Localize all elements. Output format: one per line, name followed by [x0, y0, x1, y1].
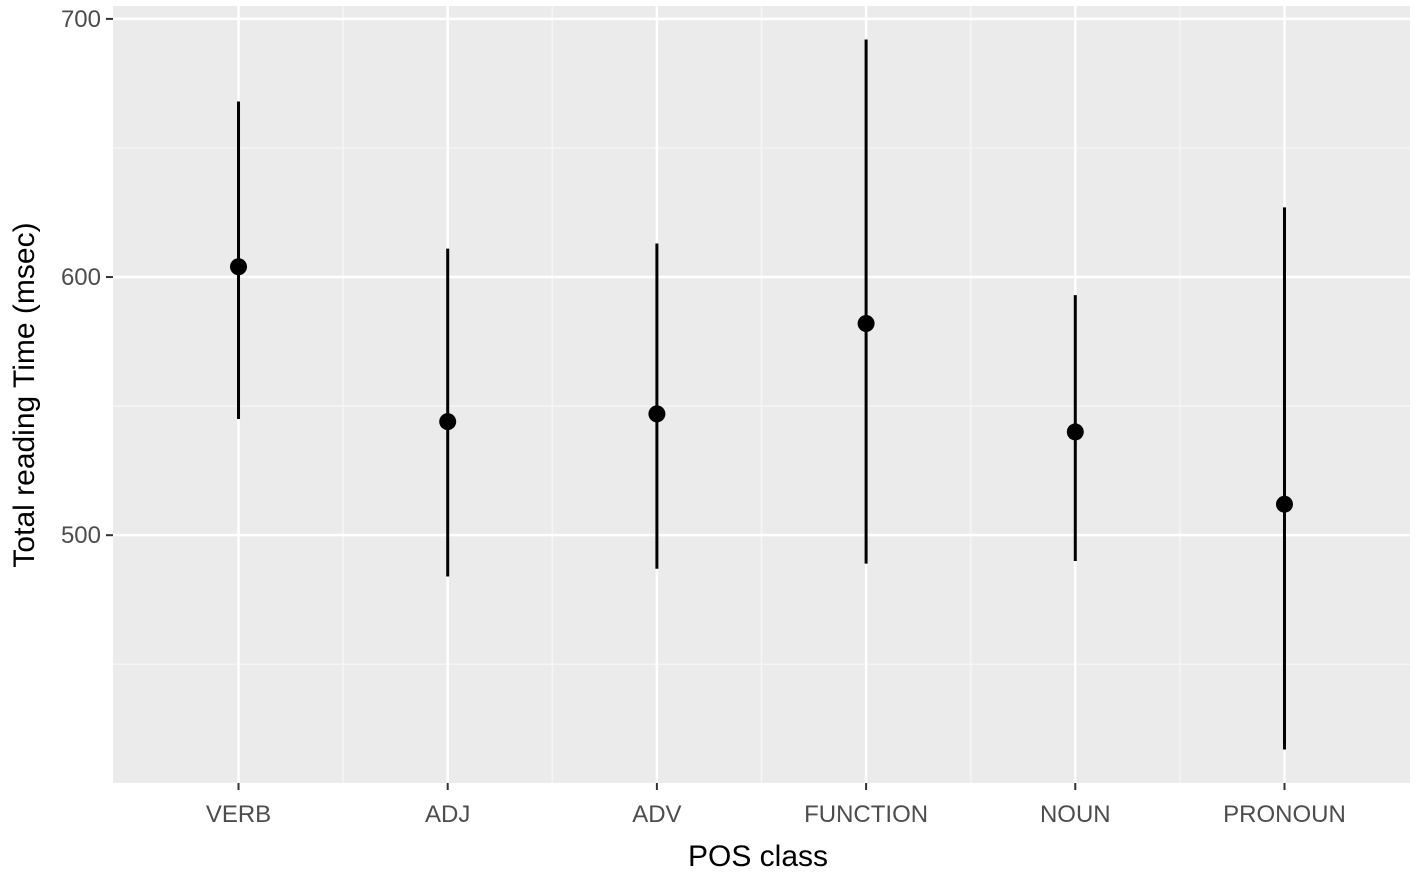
y-tick-labels: 500 600 700	[61, 6, 101, 549]
point-adj	[439, 413, 457, 431]
x-tick-labels: VERB ADJ ADV FUNCTION NOUN PRONOUN	[206, 801, 1346, 828]
x-tick-label-verb: VERB	[206, 801, 271, 828]
point-pronoun	[1275, 495, 1293, 513]
point-adv	[648, 405, 666, 423]
y-tick-label: 600	[61, 264, 101, 291]
y-axis-title: Total reading Time (msec)	[8, 222, 41, 567]
x-axis-title: POS class	[688, 840, 828, 873]
point-function	[857, 315, 875, 333]
y-tick-label: 500	[61, 522, 101, 549]
x-tick-label-pronoun: PRONOUN	[1223, 801, 1346, 828]
x-tick-label-adv: ADV	[632, 801, 681, 828]
point-noun	[1066, 423, 1084, 441]
point-verb	[230, 258, 248, 276]
x-tick-label-function: FUNCTION	[804, 801, 928, 828]
points	[230, 258, 1293, 513]
y-tick-label: 700	[61, 6, 101, 33]
tick-marks	[106, 17, 1286, 790]
x-tick-label-adj: ADJ	[425, 801, 470, 828]
grid-minor	[113, 6, 1410, 783]
x-tick-label-noun: NOUN	[1040, 801, 1111, 828]
